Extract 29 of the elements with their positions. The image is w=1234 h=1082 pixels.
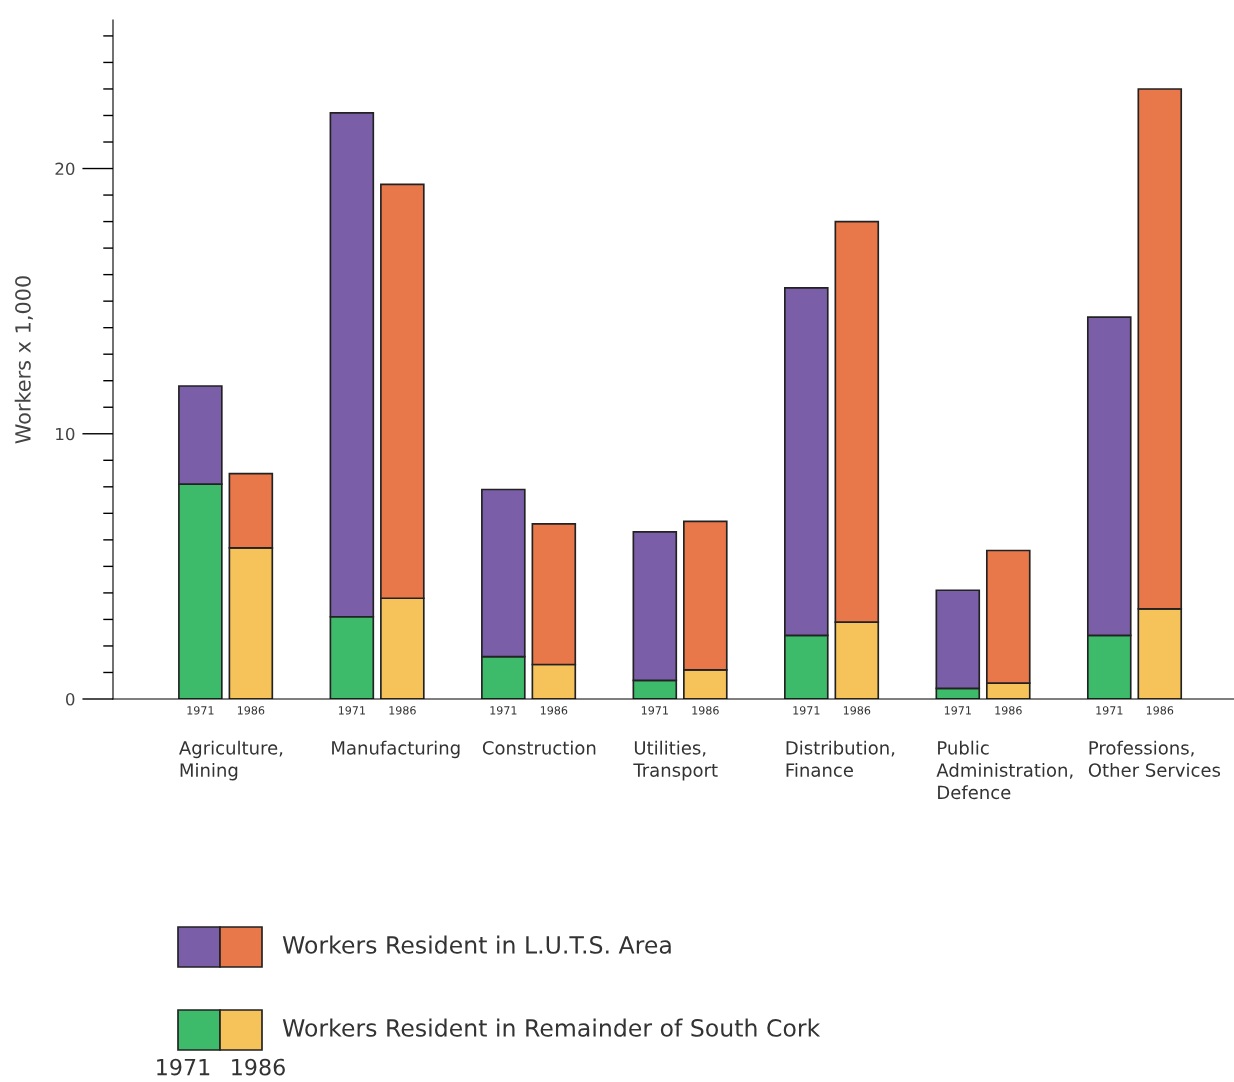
text: Manufacturing <box>332 740 460 759</box>
y-axis-title: Workers x 1,000 <box>14 276 33 444</box>
x-tick-label: 1986 <box>692 706 719 715</box>
text: Construction <box>482 740 596 755</box>
x-tick-label: 1986 <box>540 706 568 715</box>
text: 1986 <box>232 1058 285 1076</box>
x-tick-label: 1986 <box>237 706 265 715</box>
text: Public Administration, Defence <box>936 740 1073 800</box>
text: 1971 <box>157 1058 210 1076</box>
legend-label: Workers Resident in L.U.T.S. Area <box>282 935 671 954</box>
text: Utilities, Transport <box>633 740 718 781</box>
x-tick-label: 1986 <box>389 706 416 715</box>
y-tick-label: 10 <box>56 427 75 441</box>
text: Agriculture, Mining <box>179 740 283 781</box>
x-tick-label: 1971 <box>793 706 820 715</box>
x-tick-label: 1971 <box>187 706 214 715</box>
x-tick-label: 1986 <box>1146 706 1174 715</box>
x-tick-label: 1971 <box>1096 706 1123 715</box>
x-tick-label: 1986 <box>843 706 871 715</box>
legend-label: Workers Resident in Remainder of South Cork <box>282 1018 821 1037</box>
x-tick-label: 1971 <box>944 706 971 715</box>
y-tick-label: 20 <box>55 162 75 176</box>
text: Distribution, Finance <box>786 740 895 777</box>
x-tick-label: 1971 <box>641 706 668 715</box>
x-tick-label: 1971 <box>490 706 517 715</box>
x-tick-label: 1971 <box>338 706 365 715</box>
x-tick-label: 1986 <box>995 706 1022 715</box>
text: Professions, Other Services <box>1088 740 1221 777</box>
y-tick-label: 0 <box>65 692 75 706</box>
